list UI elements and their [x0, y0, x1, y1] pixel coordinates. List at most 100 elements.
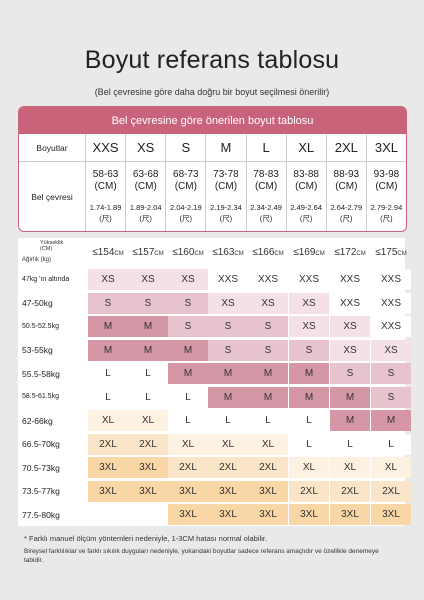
size-cell: 2XL [168, 457, 208, 478]
size-cell: 2XL [371, 480, 411, 502]
weight-label: 55.5-58kg [22, 368, 60, 379]
size-header-xl: XL [287, 134, 327, 161]
page-subtitle: (Bel çevresine göre daha doğru bir boyut… [94, 87, 330, 97]
size-cell: S [168, 292, 208, 314]
size-cell: 3XL [88, 457, 128, 478]
waist-chi-range: 2.79-2.94 [370, 203, 403, 212]
size-cell: XS [289, 292, 329, 314]
waist-cell: 83-88 (CM) 2.49-2.64 (尺) [287, 162, 327, 231]
size-cell: M [248, 386, 288, 408]
size-cell: 2XL [330, 480, 370, 502]
height-axis-label: Yükseklik [40, 240, 64, 246]
size-cell: 3XL [371, 504, 411, 525]
height-header-cell: ≤166CM [246, 247, 290, 258]
size-cell: 3XL [128, 480, 168, 502]
size-header-xs: XS [126, 134, 167, 161]
waist-cm-range: 88-93 [333, 169, 360, 180]
size-cell: XL [371, 457, 411, 478]
size-cell: S [168, 316, 208, 337]
size-cell: XS [208, 292, 248, 314]
footnote-disclaimer: Bireysel farklılıklar ve farklı sıkılık … [24, 548, 379, 564]
waist-chi-unit: (尺) [179, 214, 193, 223]
size-cell: XL [330, 457, 370, 478]
waist-chi-unit: (尺) [99, 214, 112, 223]
size-cell [88, 504, 128, 525]
size-cell: M [208, 363, 248, 384]
size-cell: XS [371, 339, 411, 361]
waist-cell: 78-83 (CM) 2.34-2.49 (尺) [247, 162, 287, 231]
height-axis-unit: (CM) [40, 246, 53, 252]
waist-chi-range: 1.89-2.04 [129, 203, 162, 212]
size-cell: S [371, 363, 411, 384]
waist-cm-unit: (CM) [335, 181, 358, 192]
waist-cm-unit: (CM) [295, 181, 318, 192]
waist-cell: 73-78 (CM) 2.19-2.34 (尺) [206, 162, 247, 231]
size-cell: M [128, 316, 168, 337]
size-cell: L [88, 363, 128, 384]
size-header-2xl: 2XL [327, 134, 367, 161]
size-cell: L [208, 410, 248, 431]
waist-chi-unit: (尺) [380, 214, 393, 223]
size-cell: M [248, 363, 288, 384]
size-cell: XXS [330, 292, 370, 314]
height-header-cell: ≤154CM [86, 247, 130, 258]
size-cell: XXS [289, 269, 329, 290]
waist-cell: 58-63 (CM) 1.74-1.89 (尺) [86, 162, 127, 231]
size-header-m: M [206, 134, 247, 161]
height-header-cell: ≤175CM [369, 247, 413, 258]
height-value: ≤160 [172, 247, 195, 258]
waist-chi-unit: (尺) [139, 214, 152, 223]
sizes-row-label: Boyutlar [19, 134, 86, 161]
waist-chi-unit: (尺) [299, 214, 313, 223]
size-cell: 3XL [128, 457, 168, 478]
height-unit: CM [154, 251, 164, 257]
weight-label: 62-66kg [22, 415, 53, 426]
height-weight-size-grid: Yükseklik (CM) Ağırlık (kg) ≤154CM ≤157CM… [18, 238, 411, 526]
size-cell: M [208, 386, 248, 408]
waist-chi-range: 2.04-2.19 [169, 203, 202, 212]
size-cell: 3XL [289, 504, 329, 525]
waist-chi-unit: (尺) [340, 214, 353, 223]
size-cell: S [248, 339, 288, 361]
height-header-cell: ≤163CM [206, 247, 250, 258]
size-cell: 2XL [289, 480, 329, 502]
weight-row: 73.5-77kg 3XL 3XL 3XL 3XL 3XL 2XL 2XL 2XL [18, 480, 411, 503]
size-cell: 3XL [168, 504, 208, 525]
size-cell: XL [248, 433, 288, 455]
weight-label: 77.5-80kg [22, 509, 60, 520]
weight-label: 73.5-77kg [22, 486, 60, 496]
size-cell: XXS [248, 269, 288, 290]
weight-row: 47kg 'ın altında XS XS XS XXS XXS XXS XXS XXS [18, 268, 411, 291]
grid-header: Yükseklik (CM) Ağırlık (kg) ≤154CM ≤157CM… [18, 238, 407, 268]
weight-row: 50.5-52.5kg M M S S S XS XS XXS [18, 315, 411, 338]
waist-chi-range: 1.74-1.89 [89, 203, 122, 212]
weight-row: 77.5-80kg 3XL 3XL 3XL 3XL 3XL 3XL [18, 503, 411, 526]
waist-chi-range: 2.49-2.64 [290, 203, 323, 212]
height-value: ≤157 [132, 247, 155, 258]
size-cell: XXS [330, 269, 370, 290]
height-header-cell: ≤169CM [287, 247, 331, 258]
size-cell: M [128, 339, 168, 361]
size-cell: M [330, 386, 370, 408]
weight-label: 50.5-52.5kg [22, 322, 59, 330]
waist-cm-unit: (CM) [375, 181, 398, 192]
height-unit: CM [234, 251, 244, 257]
size-cell: XL [168, 433, 208, 455]
size-cell [128, 504, 168, 525]
waist-cm-range: 68-73 [173, 169, 199, 180]
height-header-cell: ≤160CM [166, 247, 210, 258]
weight-label: 47-50kg [22, 298, 53, 308]
height-header-cell: ≤157CM [126, 247, 170, 258]
size-cell: XXS [371, 269, 411, 290]
waist-cell: 68-73 (CM) 2.04-2.19 (尺) [166, 162, 207, 231]
waist-cm-range: 63-68 [132, 169, 159, 180]
size-cell: L [289, 410, 329, 431]
waist-cm-unit: (CM) [254, 181, 278, 192]
size-cell: XS [330, 339, 370, 361]
weight-row: 55.5-58kg L L M M M M S S [18, 362, 411, 385]
weight-row: 53-55kg M M M S S S XS XS [18, 339, 411, 362]
height-value: ≤154 [92, 247, 115, 258]
waist-chi-range: 2.34-2.49 [250, 203, 282, 212]
waist-cm-unit: (CM) [134, 181, 157, 192]
weight-label: 70.5-73kg [22, 462, 60, 473]
